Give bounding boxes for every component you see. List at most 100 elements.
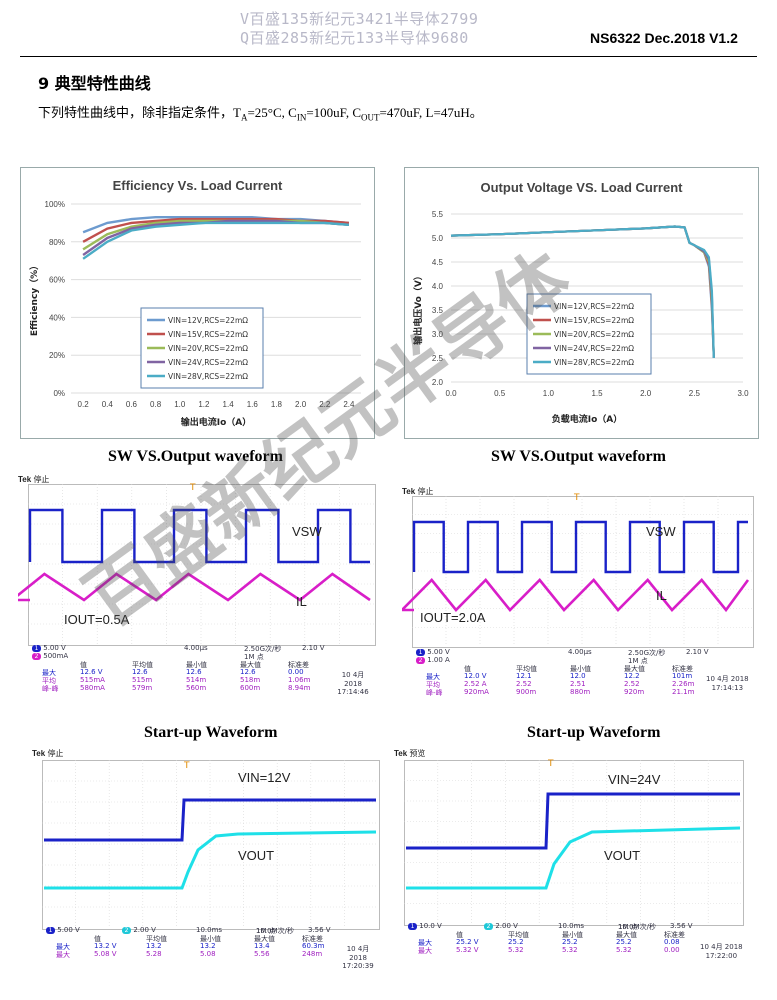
- stats-cell: 12.1: [516, 672, 532, 680]
- y-axis-label: 输出电压Vo（V）: [412, 271, 424, 345]
- x-tick-label: 2.0: [640, 389, 652, 398]
- il-trace: [402, 578, 750, 613]
- x-axis-label: 负载电流Io（A）: [552, 413, 623, 425]
- x-axis-label: 输出电流Io（A）: [181, 416, 252, 428]
- iout-label: IOUT=0.5A: [64, 612, 130, 627]
- vout-chart: Output Voltage VS. Load Current 5.5 5.0 4.…: [404, 167, 759, 439]
- stats-header-cell: 平均值: [516, 665, 537, 673]
- stats-cell: 最大: [56, 951, 70, 959]
- stats-header-cell: 最大值: [254, 935, 275, 943]
- series-line: [82, 221, 349, 260]
- stats-cell: 最大: [426, 673, 440, 681]
- vout-label: VOUT: [238, 848, 275, 863]
- stats-cell: 5.56: [254, 950, 270, 958]
- vin-trace: [44, 798, 376, 842]
- stats-header-cell: 平均值: [146, 935, 167, 943]
- stats-cell: 514m: [186, 676, 207, 684]
- stats-cell: 880m: [570, 688, 591, 696]
- scope-traces: T: [42, 760, 378, 928]
- series-line: [82, 216, 349, 234]
- scope-startup-24v: Tek 预览 T VIN=24V VOUT 10.0ms 10.0M次/秒 1M…: [394, 748, 758, 964]
- header-rule: [20, 56, 757, 57]
- legend-entry: VIN=28V,RCS=22mΩ: [168, 372, 248, 381]
- stats-cell: 560m: [186, 684, 207, 692]
- iout-label: IOUT=2.0A: [420, 610, 486, 625]
- stats-header: 值 平均值 最小值 最大值 标准差: [416, 664, 756, 673]
- stats-header-cell: 值: [94, 935, 101, 943]
- stats-cell: 2.26m: [672, 680, 695, 688]
- scope-brand: Tek 停止: [402, 487, 434, 496]
- x-tick-label: 0.6: [126, 400, 138, 409]
- legend-entry: VIN=12V,RCS=22mΩ: [554, 302, 634, 311]
- stats-header-cell: 最小值: [562, 931, 583, 939]
- x-tick-label: 0.8: [150, 400, 162, 409]
- stats-cell: 12.6: [186, 668, 202, 676]
- y-tick-label: 3.0: [432, 330, 444, 339]
- scope-clock: 10 4月 2018 17:22:00: [700, 943, 743, 960]
- scope-traces: T: [402, 493, 752, 646]
- scope-clock: 10 4月 2018 17:14:46: [337, 671, 369, 696]
- vsw-label: VSW: [292, 524, 322, 539]
- y-tick-label: 20%: [49, 351, 65, 360]
- stats-row: 最大 12.0 V 12.1 12.0 12.2 101m: [416, 672, 756, 681]
- stats-cell: 5.32 V: [456, 946, 479, 954]
- stats-cell: 5.32: [562, 946, 578, 954]
- y-tick-label: 4.5: [432, 258, 444, 267]
- x-tick-label: 1.4: [223, 400, 235, 409]
- series-line: [450, 225, 715, 359]
- stats-cell: 13.2: [200, 942, 216, 950]
- stats-row: 峰-峰 920mA 900m 880m 920m 21.1m: [416, 688, 756, 697]
- vin-label: VIN=12V: [238, 770, 291, 785]
- stats-cell: 600m: [240, 684, 261, 692]
- stats-cell: 900m: [516, 688, 537, 696]
- vsw-trace: [412, 520, 748, 574]
- stats-cell: 8.94m: [288, 684, 311, 692]
- stats-cell: 101m: [672, 672, 693, 680]
- intro-text-2: =25°C, C: [247, 105, 297, 120]
- stats-cell: 平均: [426, 681, 440, 689]
- caption-startup-2: Start-up Waveform: [527, 724, 661, 741]
- intro-text: 下列特性曲线中，除非指定条件，T: [38, 105, 241, 120]
- scope-status: 10.0ms 10.0M次/秒 1M 点 1 10.0 V 2 2.00 V 3…: [408, 922, 748, 955]
- scope-traces: T: [18, 483, 374, 644]
- stats-cell: 21.1m: [672, 688, 695, 696]
- stats-cell: 5.32: [508, 946, 524, 954]
- stats-cell: 518m: [240, 676, 261, 684]
- x-tick-label: 2.5: [689, 389, 701, 398]
- stats-cell: 峰-峰: [426, 689, 443, 697]
- stats-header-cell: 最小值: [186, 661, 207, 669]
- scope-clock: 10 4月 2018 17:14:13: [706, 675, 749, 692]
- x-tick-label: 1.6: [247, 400, 259, 409]
- il-label: IL: [656, 588, 667, 603]
- x-tick-label: 2.2: [319, 400, 331, 409]
- stats-header-cell: 值: [80, 661, 87, 669]
- stats-cell: 最大: [42, 669, 56, 677]
- stats-header-cell: 值: [456, 931, 463, 939]
- y-tick-label: 5.5: [432, 210, 444, 219]
- stats-cell: 5.28: [146, 950, 162, 958]
- efficiency-chart-title: Efficiency Vs. Load Current: [112, 178, 283, 193]
- scope-grid: [28, 484, 376, 646]
- trigger-marker: T: [183, 761, 190, 771]
- stats-cell: 25.2: [616, 938, 632, 946]
- stats-header-cell: 标准差: [288, 661, 309, 669]
- x-tick-label: 0.0: [445, 389, 457, 398]
- legend-entry: VIN=24V,RCS=22mΩ: [554, 344, 634, 353]
- y-tick-label: 0%: [53, 389, 65, 398]
- scope-grid: [42, 760, 380, 930]
- stats-cell: 2.52: [516, 680, 532, 688]
- stats-cell: 最大: [56, 943, 70, 951]
- stats-header: 值 平均值 最小值 最大值 标准差: [46, 934, 376, 943]
- stats-row: 最大 25.2 V 25.2 25.2 25.2 0.08: [408, 938, 748, 947]
- stats-header-cell: 平均值: [132, 661, 153, 669]
- vsw-label: VSW: [646, 524, 676, 539]
- stats-cell: 5.08: [200, 950, 216, 958]
- section-title: 9 典型特性曲线: [38, 74, 151, 93]
- stats-header-cell: 标准差: [672, 665, 693, 673]
- stats-row: 最大 5.08 V 5.28 5.08 5.56 248m: [46, 950, 376, 959]
- trigger-marker: T: [547, 759, 554, 769]
- stats-header-cell: 最大值: [624, 665, 645, 673]
- stats-cell: 最大: [418, 939, 432, 947]
- scope-grid: [404, 760, 744, 926]
- stats-cell: 2.52: [624, 680, 640, 688]
